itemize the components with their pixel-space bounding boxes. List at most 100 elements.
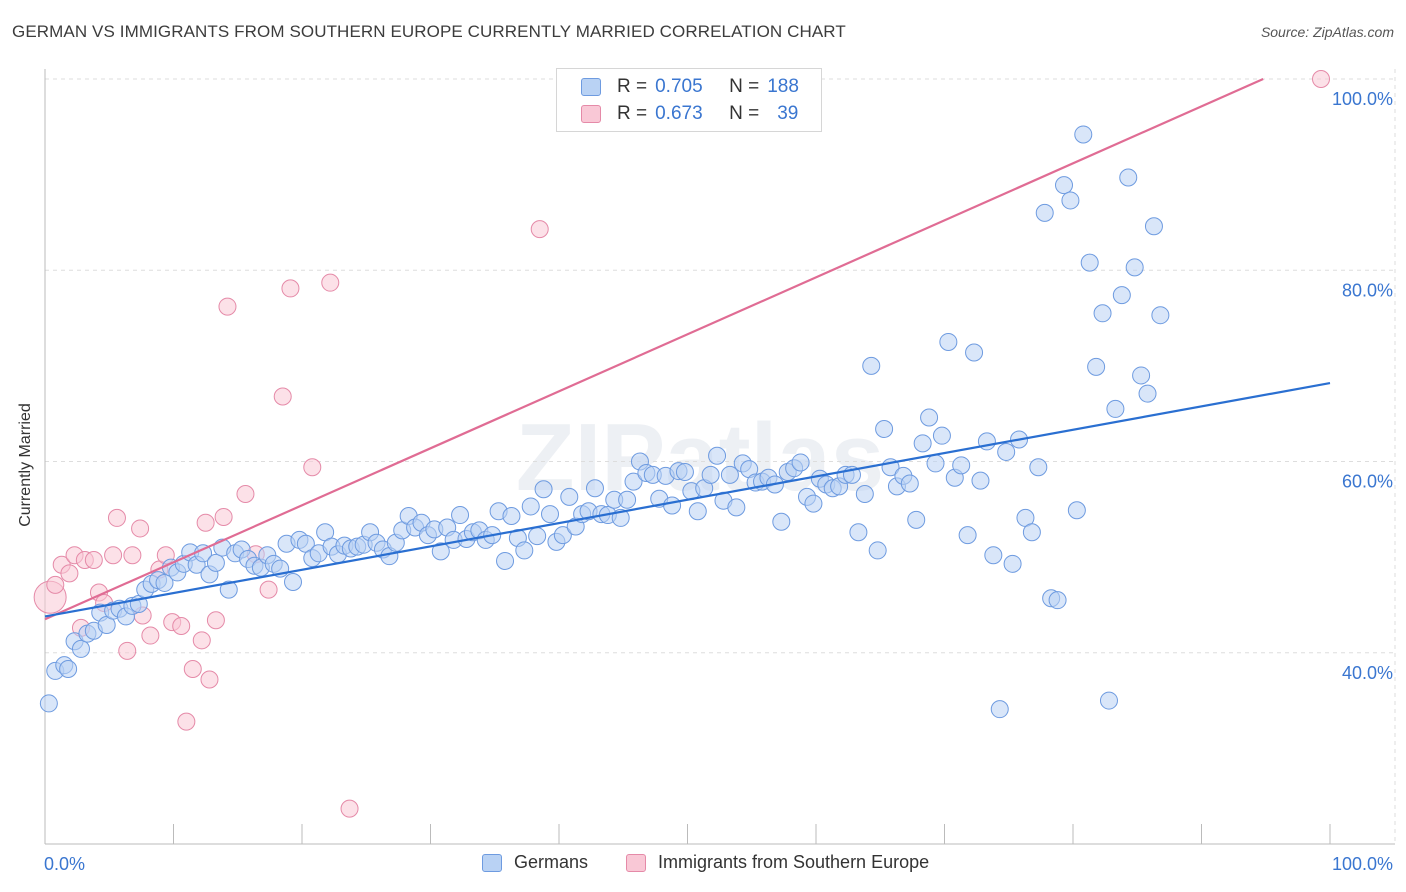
y-tick-label: 100.0% [1332,89,1393,109]
germans-point [431,542,450,561]
legend-row-immigrants: R = 0.673 N = 39 [581,102,798,126]
germans-point [1080,253,1099,272]
germans-point [772,512,791,531]
germans-point [1055,176,1074,195]
germans-point [1138,384,1157,403]
germans-point [900,474,919,493]
immigrants-point [123,546,142,565]
germans-point [206,553,225,572]
immigrants-point [172,616,191,635]
germans-n-value: 188 [767,76,799,97]
immigrants-point [200,670,219,689]
germans-point [958,526,977,545]
germans-point [701,465,720,484]
immigrants-trend-line [44,77,1264,621]
germans-r-value: 0.705 [655,76,703,97]
germans-point [1035,203,1054,222]
germans-point [1029,458,1048,477]
germans-point [913,434,932,453]
germans-point [855,485,874,504]
chart-title: GERMAN VS IMMIGRANTS FROM SOUTHERN EUROP… [12,22,846,41]
germans-point [804,494,823,513]
germans-point [1144,217,1163,236]
immigrants-point [281,279,300,298]
immigrants-point [46,575,65,594]
germans-point [675,463,694,482]
immigrants-n-value: 39 [777,103,799,124]
germans-point [688,502,707,521]
legend-item-immigrants[interactable]: Immigrants from Southern Europe [626,852,929,873]
germans-point [1112,286,1131,305]
germans-point [451,506,470,525]
germans-point [71,639,90,658]
germans-swatch [581,78,601,96]
germans-point [515,541,534,560]
germans-point [720,465,739,484]
immigrants-point [321,273,340,292]
x-tick-label-max: 100.0% [1332,854,1393,874]
germans-point [219,580,238,599]
germans-point [502,507,521,526]
germans-point [553,526,572,545]
germans-point [1022,523,1041,542]
germans-point [624,472,643,491]
r-label: R = [617,76,648,97]
axes [44,69,1395,845]
immigrants-point [303,458,322,477]
immigrants-r-value: 0.673 [655,103,703,124]
germans-point [862,356,881,375]
germans-point [1067,501,1086,520]
germans-point [1003,554,1022,573]
germans-point [1087,357,1106,376]
germans-point [875,419,894,438]
germans-point [952,456,971,475]
germans-point [868,541,887,560]
germans-point [1093,304,1112,323]
germans-point [965,343,984,362]
germans-point [534,480,553,499]
y-tick-label: 40.0% [1342,663,1393,683]
x-tick-label-min: 0.0% [44,854,85,874]
germans-point [727,498,746,517]
germans-point [990,700,1009,719]
germans-point [1099,691,1118,710]
germans-point [521,497,540,516]
immigrants-point [1312,70,1331,88]
y-tick-label: 60.0% [1342,472,1393,492]
immigrants-legend-label: Immigrants from Southern Europe [658,852,930,872]
immigrants-point [104,546,123,565]
germans-trend-line [44,382,1331,618]
source-label: Source: ZipAtlas.com [1260,24,1394,40]
germans-point [663,496,682,515]
germans-point [708,446,727,465]
immigrants-point [131,519,150,538]
immigrants-point [84,550,103,569]
immigrants-point [118,641,137,660]
immigrants-point [192,631,211,650]
immigrants-point [530,220,549,239]
germans-point [1061,191,1080,210]
germans-point [541,505,560,524]
germans-point [926,454,945,473]
germans-point [1151,306,1170,325]
immigrants-swatch [581,105,601,123]
germans-point [939,332,958,351]
germans-point [1125,258,1144,277]
immigrants-point [236,485,255,504]
germans-point [932,426,951,445]
germans-point [585,479,604,498]
germans-point [496,551,515,570]
germans-point [284,572,303,591]
germans-point [1106,399,1125,418]
germans-legend-label: Germans [514,852,589,872]
axis-tick-labels: 40.0% 60.0% 80.0% 100.0% 0.0% 100.0% [44,89,1393,874]
immigrants-legend-swatch [626,853,646,872]
immigrants-point [214,507,233,526]
immigrants-point [183,660,202,679]
legend-item-germans[interactable]: Germans [482,852,588,873]
immigrants-point [141,626,160,645]
immigrants-point [196,513,215,532]
n-label: N = [729,76,760,97]
germans-point [971,471,990,490]
